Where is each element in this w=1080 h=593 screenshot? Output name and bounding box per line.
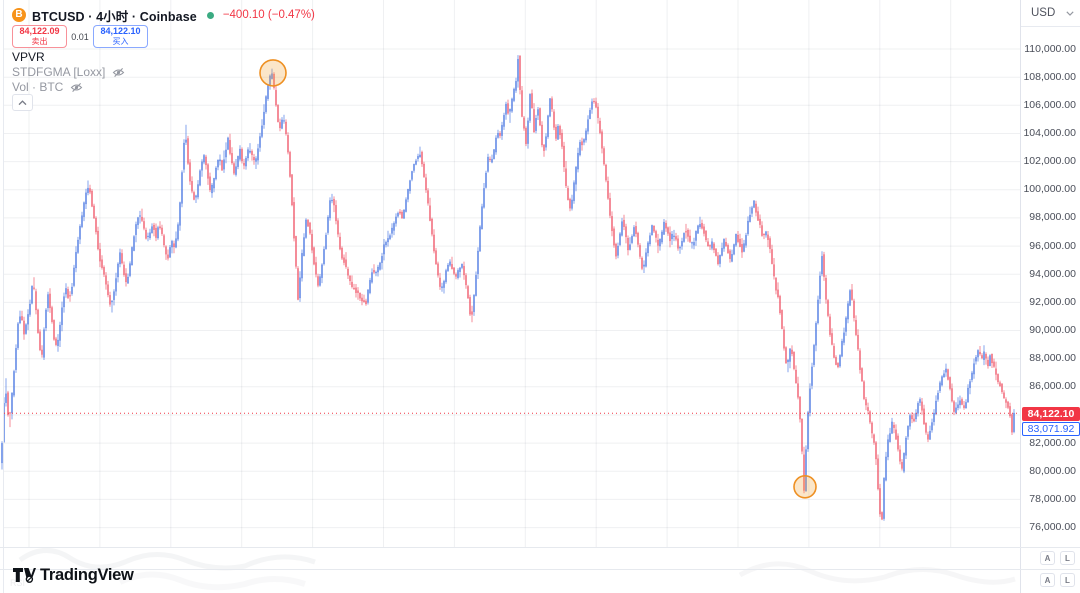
price-tick: 110,000.00 bbox=[1024, 42, 1076, 55]
price-tick: 82,000.00 bbox=[1029, 436, 1076, 449]
spread-value: 0.01 bbox=[71, 31, 89, 42]
pane-left-border bbox=[3, 0, 4, 593]
legend-collapse-button[interactable] bbox=[12, 94, 33, 111]
auto-scale-button[interactable]: A bbox=[1040, 573, 1055, 587]
price-tick: 100,000.00 bbox=[1023, 183, 1076, 196]
price-scale[interactable]: USD 110,000.00 108,000.00 106,000.00 104,00… bbox=[1020, 0, 1080, 593]
price-change-text: −400.10 (−0.47%) bbox=[222, 9, 315, 21]
buy-label: 买入 bbox=[112, 36, 129, 46]
pane-separator[interactable] bbox=[0, 569, 1080, 570]
chevron-down-icon bbox=[1066, 10, 1074, 16]
tradingview-logo-text: TradingView bbox=[40, 566, 134, 584]
auto-scale-button[interactable]: A bbox=[1040, 551, 1055, 565]
price-tick: 94,000.00 bbox=[1029, 267, 1076, 280]
price-tick: 80,000.00 bbox=[1029, 464, 1076, 477]
watermark-squiggle: RSI bbox=[10, 548, 1016, 591]
btc-icon: B bbox=[12, 8, 26, 22]
price-tick: 78,000.00 bbox=[1029, 492, 1076, 505]
pane-scale-buttons: A L bbox=[1040, 551, 1075, 565]
pane-separator[interactable] bbox=[0, 547, 1080, 548]
price-chart[interactable]: RSI bbox=[0, 0, 1020, 593]
legend-item-vol[interactable]: Vol · BTC bbox=[12, 80, 83, 94]
symbol-row: B BTCUSD · 4小时 · Coinbase −400.10 (−0.47… bbox=[12, 7, 315, 24]
currency-dropdown[interactable]: USD bbox=[1021, 0, 1080, 27]
tradingview-logo[interactable]: TradingView bbox=[13, 566, 134, 585]
symbol-title[interactable]: BTCUSD · 4小时 · Coinbase bbox=[32, 9, 197, 24]
trade-buttons-row: 84,122.09 卖出 0.01 84,122.10 买入 bbox=[12, 25, 148, 48]
indicator-label: Vol · BTC bbox=[12, 80, 64, 94]
price-tick: 76,000.00 bbox=[1029, 521, 1076, 534]
sell-price: 84,122.09 bbox=[19, 26, 60, 37]
price-tick: 108,000.00 bbox=[1023, 70, 1076, 83]
watermark-label: RSI bbox=[10, 578, 25, 588]
secondary-price-badge: 83,071.92 bbox=[1022, 421, 1080, 436]
indicator-label: STDFGMA [Loxx] bbox=[12, 65, 106, 79]
sell-label: 卖出 bbox=[31, 36, 48, 46]
price-tick: 86,000.00 bbox=[1029, 380, 1076, 393]
chevron-up-icon bbox=[18, 99, 27, 105]
eye-hidden-icon[interactable] bbox=[112, 67, 125, 78]
price-tick: 104,000.00 bbox=[1023, 127, 1076, 139]
price-tick: 98,000.00 bbox=[1029, 211, 1076, 224]
price-tick: 90,000.00 bbox=[1029, 324, 1076, 336]
circle-annotations[interactable] bbox=[259, 59, 817, 499]
legend-item-vpvr[interactable]: VPVR bbox=[12, 50, 45, 64]
currency-label: USD bbox=[1031, 7, 1056, 19]
price-tick: 88,000.00 bbox=[1029, 352, 1076, 365]
horizontal-gridlines bbox=[4, 48, 1020, 529]
indicator-label: VPVR bbox=[12, 50, 45, 64]
up-candle-bodies bbox=[1, 59, 1015, 519]
tradingview-mark-icon bbox=[13, 567, 36, 583]
sell-button[interactable]: 84,122.09 卖出 bbox=[12, 25, 67, 48]
last-price-badge: 84,122.10 bbox=[1022, 406, 1080, 421]
circle-annotation[interactable] bbox=[259, 59, 287, 87]
pane-scale-buttons: A L bbox=[1040, 573, 1075, 587]
legend-item-stdfgma[interactable]: STDFGMA [Loxx] bbox=[12, 65, 125, 79]
down-candle-wicks bbox=[7, 55, 1013, 521]
circle-annotation[interactable] bbox=[793, 474, 817, 499]
price-tick: 96,000.00 bbox=[1029, 239, 1076, 252]
price-tick: 106,000.00 bbox=[1023, 98, 1076, 111]
market-open-dot-icon[interactable] bbox=[206, 11, 214, 19]
log-scale-button[interactable]: L bbox=[1060, 573, 1075, 587]
vertical-gridlines bbox=[28, 0, 952, 547]
price-tick: 102,000.00 bbox=[1023, 155, 1076, 168]
up-candle-wicks bbox=[1, 55, 1015, 521]
buy-button[interactable]: 84,122.10 买入 bbox=[93, 25, 148, 48]
price-tick: 92,000.00 bbox=[1029, 295, 1076, 308]
down-candle-bodies bbox=[7, 55, 1013, 520]
eye-hidden-icon[interactable] bbox=[70, 82, 83, 93]
buy-price: 84,122.10 bbox=[100, 26, 141, 37]
log-scale-button[interactable]: L bbox=[1060, 551, 1075, 565]
